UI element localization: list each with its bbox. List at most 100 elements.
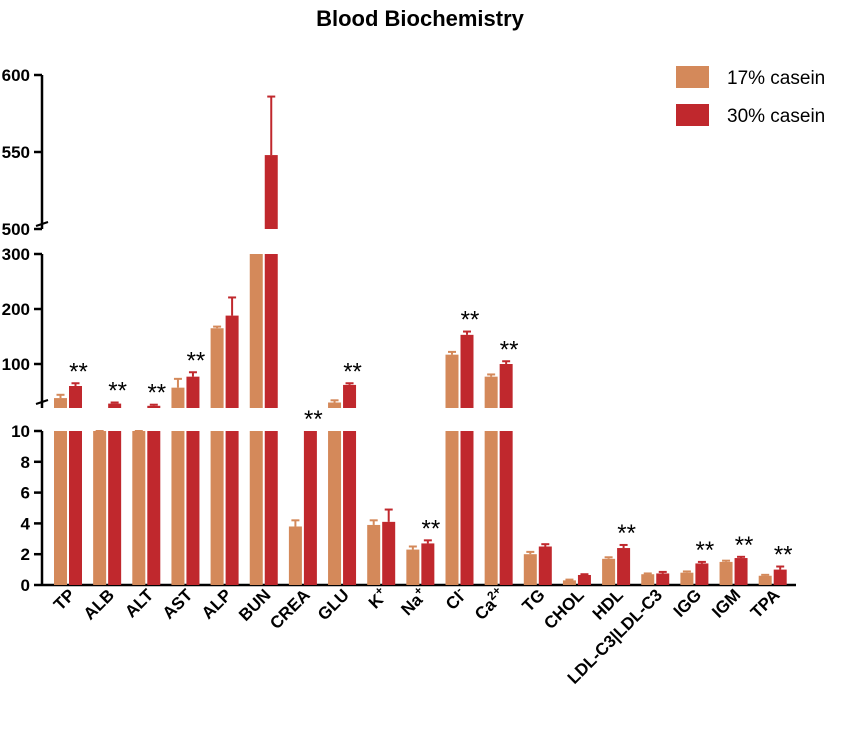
- bar-17-casein-10: [445, 431, 459, 585]
- bar-30-casein-10: [460, 431, 474, 585]
- significance-marker: **: [304, 406, 323, 433]
- bar-17-casein-0: [54, 431, 67, 585]
- bar-17-casein-0: [54, 398, 67, 408]
- axis-break-mark: [35, 399, 49, 405]
- y-tick-label: 600: [2, 66, 30, 85]
- category-label: K+: [363, 583, 392, 612]
- bar-30-casein-11: [499, 431, 513, 585]
- category-label: ALB: [80, 585, 118, 623]
- category-label: TP: [50, 585, 79, 614]
- bar-17-casein-10: [445, 354, 459, 408]
- significance-marker: **: [500, 336, 519, 363]
- y-tick-label: 4: [21, 514, 31, 533]
- bar-17-casein-1: [93, 431, 107, 585]
- bar-17-casein-5: [249, 431, 263, 585]
- y-tick-label: 2: [21, 545, 30, 564]
- bar-30-casein-0: [69, 431, 82, 585]
- bar-30-casein-2: [147, 405, 161, 408]
- y-tick-label: 0: [21, 576, 30, 595]
- category-label: GLU: [314, 585, 353, 624]
- bar-30-casein-9: [421, 543, 435, 585]
- bar-30-casein-14: [617, 548, 631, 585]
- bars: ** ** ** ** ** ** ** ** ** ** ** ** **: [54, 95, 793, 585]
- legend-swatch-30-casein: [676, 104, 709, 126]
- bar-17-casein-16: [680, 572, 694, 585]
- y-tick-label: 500: [2, 220, 30, 239]
- bar-30-casein-7: [343, 431, 357, 585]
- bar-17-casein-12: [523, 554, 537, 585]
- bar-30-casein-11: [499, 364, 513, 408]
- y-tick-label: 200: [2, 300, 30, 319]
- y-tick-label: 550: [2, 143, 30, 162]
- bar-17-casein-18: [758, 575, 772, 585]
- significance-marker: **: [187, 347, 206, 374]
- category-label: CHOL: [540, 585, 587, 632]
- category-label: Ca2+: [469, 583, 510, 624]
- category-label: Cl-: [440, 583, 470, 613]
- significance-marker: **: [422, 515, 441, 542]
- bar-17-casein-14: [602, 558, 616, 585]
- bar-30-casein-4: [225, 431, 239, 585]
- category-label: IGG: [670, 585, 705, 620]
- bar-30-casein-1: [108, 403, 122, 408]
- y-tick-label: 6: [21, 484, 30, 503]
- category-label: IGM: [708, 585, 744, 621]
- significance-marker: **: [696, 537, 715, 564]
- bar-17-casein-4: [210, 328, 224, 408]
- significance-marker: **: [774, 542, 793, 569]
- bar-30-casein-5: [264, 431, 278, 585]
- category-label: TPA: [747, 585, 784, 622]
- y-axis: 0 2 4 6 8 10 100 200 300 500 550 600: [2, 66, 796, 595]
- significance-marker: **: [343, 358, 362, 385]
- bar-30-casein-0: [69, 386, 82, 408]
- bar-17-casein-17: [719, 561, 733, 585]
- bar-17-casein-5: [249, 254, 263, 408]
- category-label: TG: [518, 585, 548, 615]
- bar-30-casein-1: [108, 431, 122, 585]
- chart-title: Blood Biochemistry: [316, 6, 525, 31]
- bar-17-casein-3: [171, 431, 185, 585]
- significance-marker: **: [617, 520, 636, 547]
- bar-17-casein-11: [484, 431, 498, 585]
- y-tick-label: 10: [11, 422, 30, 441]
- bar-30-casein-18: [773, 569, 787, 585]
- significance-marker: **: [735, 532, 754, 559]
- bar-30-casein-12: [538, 546, 552, 585]
- significance-marker: **: [108, 378, 127, 405]
- category-label: Na+: [395, 583, 431, 619]
- bar-17-casein-9: [406, 549, 420, 585]
- bar-30-casein-5: [264, 254, 278, 408]
- bar-17-casein-4: [210, 431, 224, 585]
- bar-30-casein-7: [343, 384, 357, 408]
- y-tick-label: 8: [21, 453, 30, 472]
- y-tick-label: 100: [2, 355, 30, 374]
- bar-30-casein-8: [382, 521, 396, 585]
- bar-30-casein-15: [656, 573, 670, 585]
- legend-label-30-casein: 30% casein: [727, 106, 825, 127]
- bar-30-casein-17: [734, 558, 748, 585]
- bar-30-casein-5: [264, 155, 278, 229]
- significance-marker: **: [69, 358, 88, 385]
- bar-30-casein-3: [186, 376, 200, 408]
- axis-break-mark: [35, 221, 49, 227]
- bar-30-casein-4: [225, 315, 239, 408]
- bar-17-casein-7: [328, 402, 342, 408]
- bar-30-casein-16: [695, 563, 709, 585]
- bar-17-casein-2: [132, 431, 146, 585]
- significance-marker: **: [147, 380, 166, 407]
- bar-17-casein-13: [562, 580, 576, 585]
- bar-30-casein-6: [303, 431, 317, 585]
- bar-17-casein-3: [171, 387, 185, 408]
- bar-17-casein-15: [641, 574, 655, 585]
- legend: 17% casein 30% casein: [676, 66, 825, 127]
- legend-swatch-17-casein: [676, 66, 709, 88]
- y-tick-label: 300: [2, 245, 30, 264]
- category-label: AST: [159, 585, 197, 623]
- significance-marker: **: [461, 307, 480, 334]
- bar-30-casein-13: [577, 574, 591, 585]
- category-label: CREA: [266, 585, 313, 632]
- bar-17-casein-11: [484, 376, 498, 408]
- bar-17-casein-7: [328, 431, 342, 585]
- category-label: ALT: [121, 585, 157, 621]
